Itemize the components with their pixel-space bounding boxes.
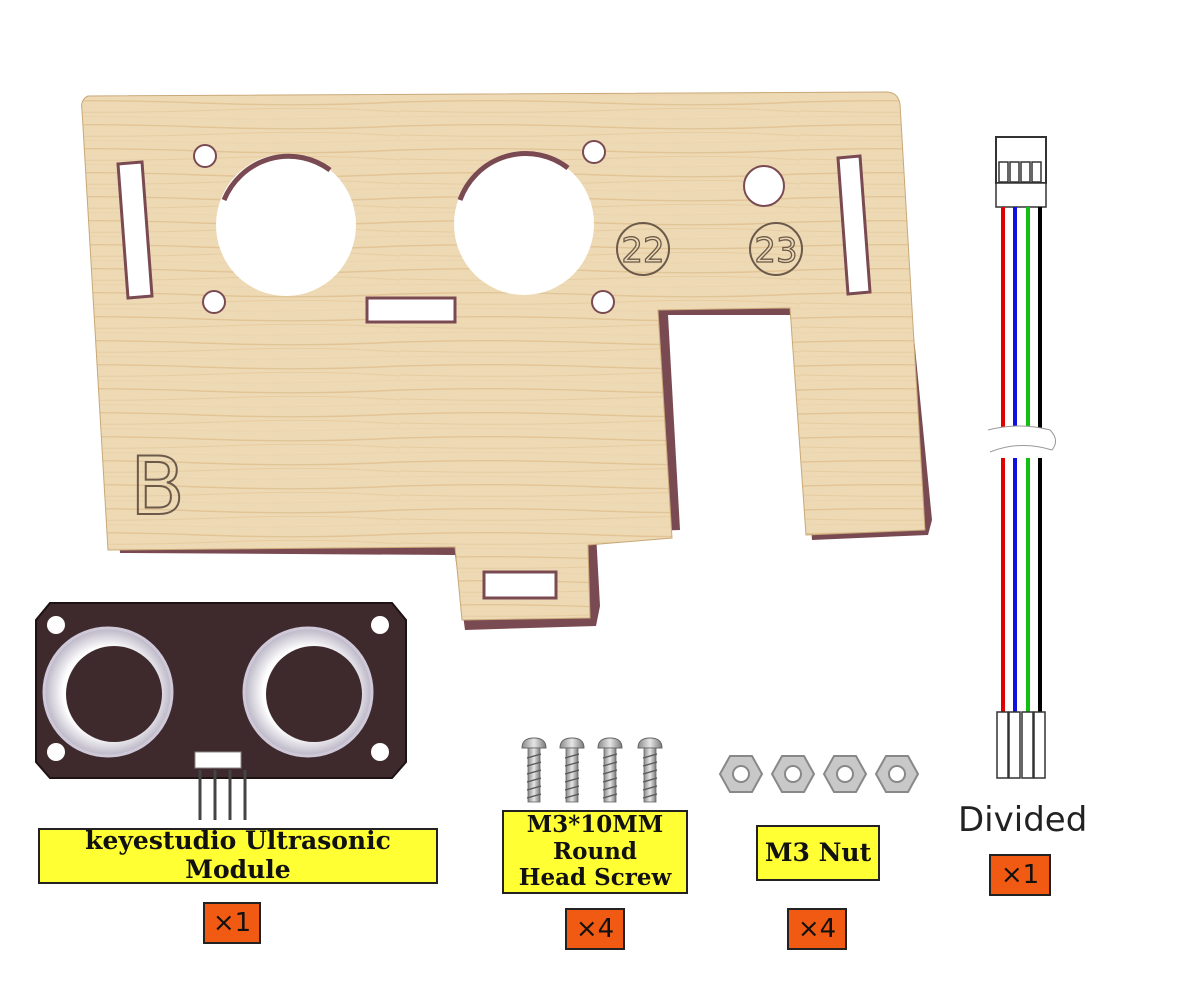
part-label-screw-line2: Head Screw <box>518 864 672 892</box>
qty-nut-text: ×4 <box>797 914 837 944</box>
part-label-nut-text: M3 Nut <box>764 837 872 867</box>
engraved-23: 23 <box>749 222 803 276</box>
m3-nuts-illustration <box>718 755 920 793</box>
part-label-ultrasonic-text: keyestudio Ultrasonic Module <box>85 826 391 884</box>
m3-screws-illustration <box>521 737 663 803</box>
board-letter-b: B <box>130 440 185 533</box>
qty-screw-text: ×4 <box>575 914 615 944</box>
wooden-board-b: 22 23 B <box>81 91 932 630</box>
screw-holes <box>193 140 785 314</box>
sensor-hole-left <box>216 154 356 296</box>
qty-badge-divided: ×1 <box>989 854 1051 896</box>
divided-cable-illustration <box>987 136 1056 779</box>
part-label-divided: Divided <box>958 800 1087 840</box>
qty-ultrasonic-text: ×1 <box>212 908 252 938</box>
part-label-ultrasonic: keyestudio Ultrasonic Module <box>38 826 438 884</box>
part-label-nut: M3 Nut <box>756 825 880 881</box>
part-label-screw-line1: M3*10MM Round <box>526 811 664 865</box>
board-slots <box>116 154 872 600</box>
sensor-hole-right <box>454 153 594 295</box>
part-label-divided-text: Divided <box>958 800 1088 840</box>
qty-badge-ultrasonic: ×1 <box>203 902 261 944</box>
ultrasonic-module-illustration <box>35 602 407 820</box>
qty-divided-text: ×1 <box>1000 860 1040 890</box>
qty-badge-screw: ×4 <box>565 908 625 950</box>
mark-22-text: 22 <box>621 231 664 271</box>
part-label-screw: M3*10MM Round Head Screw <box>502 810 688 894</box>
engraved-22: 22 <box>616 222 670 276</box>
qty-badge-nut: ×4 <box>787 908 847 950</box>
mark-23-text: 23 <box>754 231 797 271</box>
